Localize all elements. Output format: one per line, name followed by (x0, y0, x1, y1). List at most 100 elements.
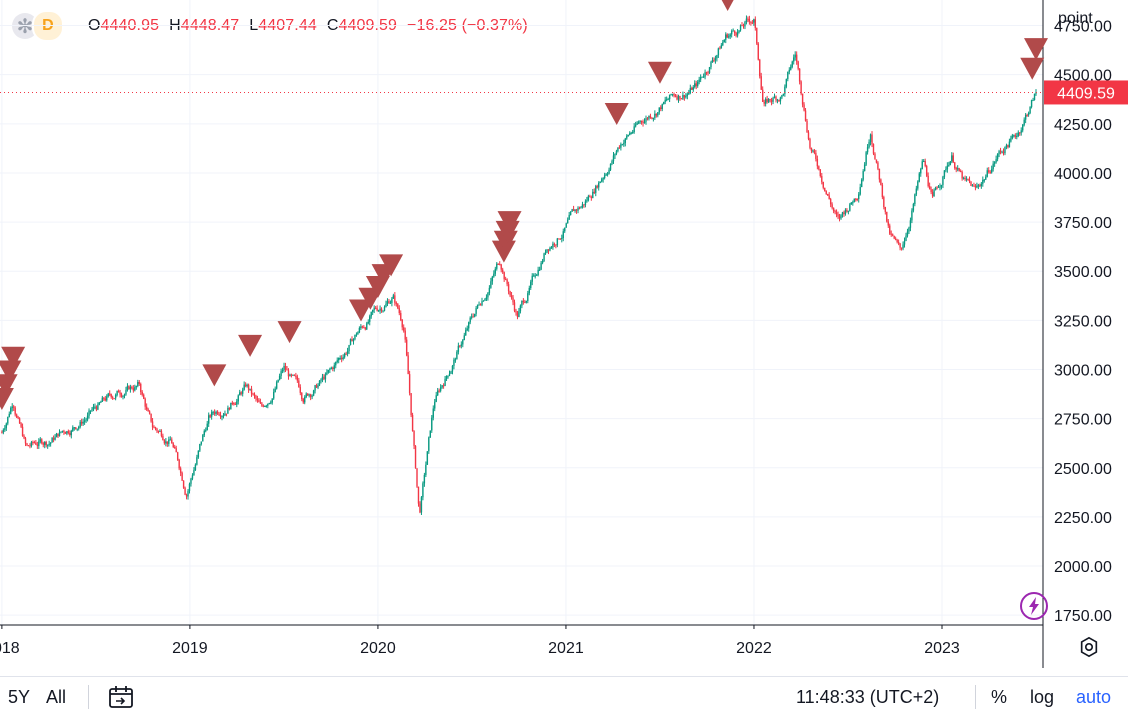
candle-body (83, 420, 86, 422)
candle (231, 400, 234, 406)
candle (1033, 93, 1036, 101)
candle (23, 434, 25, 440)
candle (382, 310, 384, 313)
candle-body (725, 34, 727, 40)
candle (761, 86, 764, 102)
candle (889, 223, 891, 236)
candle-body (352, 339, 355, 342)
candle-body (819, 169, 822, 177)
candle-body (44, 442, 46, 445)
range-all-button[interactable]: All (46, 687, 67, 707)
candle (44, 441, 46, 449)
candle (911, 208, 913, 224)
candle (516, 310, 519, 320)
candle (162, 433, 164, 441)
candle (469, 316, 471, 325)
candle-body (925, 165, 928, 176)
candle (719, 46, 721, 50)
candle (705, 71, 708, 76)
candle-body (945, 169, 947, 171)
candle (465, 327, 467, 336)
range-5y-button[interactable]: 5Y (8, 687, 31, 707)
candle-body (661, 104, 663, 110)
candle (781, 94, 783, 100)
candle-body (329, 368, 331, 370)
candle (918, 171, 920, 183)
lightning-icon[interactable] (1019, 591, 1049, 621)
x-tick-label: 2018 (0, 640, 20, 657)
candle (832, 207, 835, 214)
candle-body (958, 168, 960, 172)
candle (366, 321, 368, 331)
candle-body (797, 61, 799, 69)
candle (131, 385, 133, 390)
candle-body (98, 402, 101, 405)
candle-body (967, 178, 969, 180)
candle-body (371, 309, 374, 312)
candle-body (168, 439, 170, 444)
candle (488, 285, 491, 296)
candle-body (877, 162, 879, 169)
candle (422, 481, 424, 501)
candle (1011, 133, 1014, 140)
candle-body (677, 95, 680, 100)
candle (590, 195, 593, 201)
candle (408, 370, 411, 396)
candle (717, 47, 720, 58)
candle-body (348, 345, 350, 352)
log-scale-button[interactable]: log (1030, 687, 1055, 707)
candle (569, 211, 572, 216)
candle-body (58, 432, 61, 437)
candle (485, 294, 488, 302)
clock-readout[interactable]: 11:48:33 (UTC+2) (796, 687, 940, 707)
candle (572, 205, 575, 212)
candle (1010, 135, 1012, 143)
candle-body (841, 212, 844, 215)
candle (525, 300, 528, 304)
candle (640, 120, 643, 125)
candle (732, 28, 734, 32)
y-tick-label: 2000.00 (1054, 559, 1112, 576)
candle (246, 383, 248, 388)
candle-body (795, 54, 798, 62)
percent-scale-button[interactable]: % (991, 687, 1008, 707)
candle (531, 273, 533, 286)
candle-body (595, 186, 597, 193)
sell-marker (493, 230, 518, 253)
candle (392, 293, 395, 299)
candle (338, 357, 340, 364)
candle-body (860, 179, 863, 188)
candle (175, 445, 177, 453)
candle-body (442, 385, 445, 387)
candle (395, 301, 398, 307)
candle-body (589, 196, 591, 198)
candle-body (159, 430, 161, 432)
candle-body (270, 402, 272, 404)
candle-body (642, 121, 644, 124)
candle (617, 147, 619, 153)
candle-body (639, 120, 641, 123)
candle-body (355, 334, 358, 336)
candle (538, 266, 541, 271)
candle (760, 72, 762, 91)
settings-gear-icon[interactable] (1078, 636, 1100, 658)
candle (893, 235, 895, 240)
sell-marker (238, 334, 263, 357)
candle (522, 298, 525, 305)
calendar-goto-icon[interactable] (108, 685, 134, 709)
candle-body (447, 375, 449, 377)
candle-body (961, 171, 963, 179)
candle (660, 105, 662, 112)
candle-body (852, 202, 854, 204)
candle (27, 444, 30, 447)
candle-body (408, 374, 411, 394)
auto-scale-button[interactable]: auto (1076, 687, 1112, 707)
candle (278, 373, 281, 381)
candle (49, 442, 52, 447)
candle-body (660, 107, 662, 110)
candle (566, 217, 569, 224)
candle-body (900, 247, 903, 249)
candle (736, 29, 739, 38)
candle-body (528, 287, 530, 294)
